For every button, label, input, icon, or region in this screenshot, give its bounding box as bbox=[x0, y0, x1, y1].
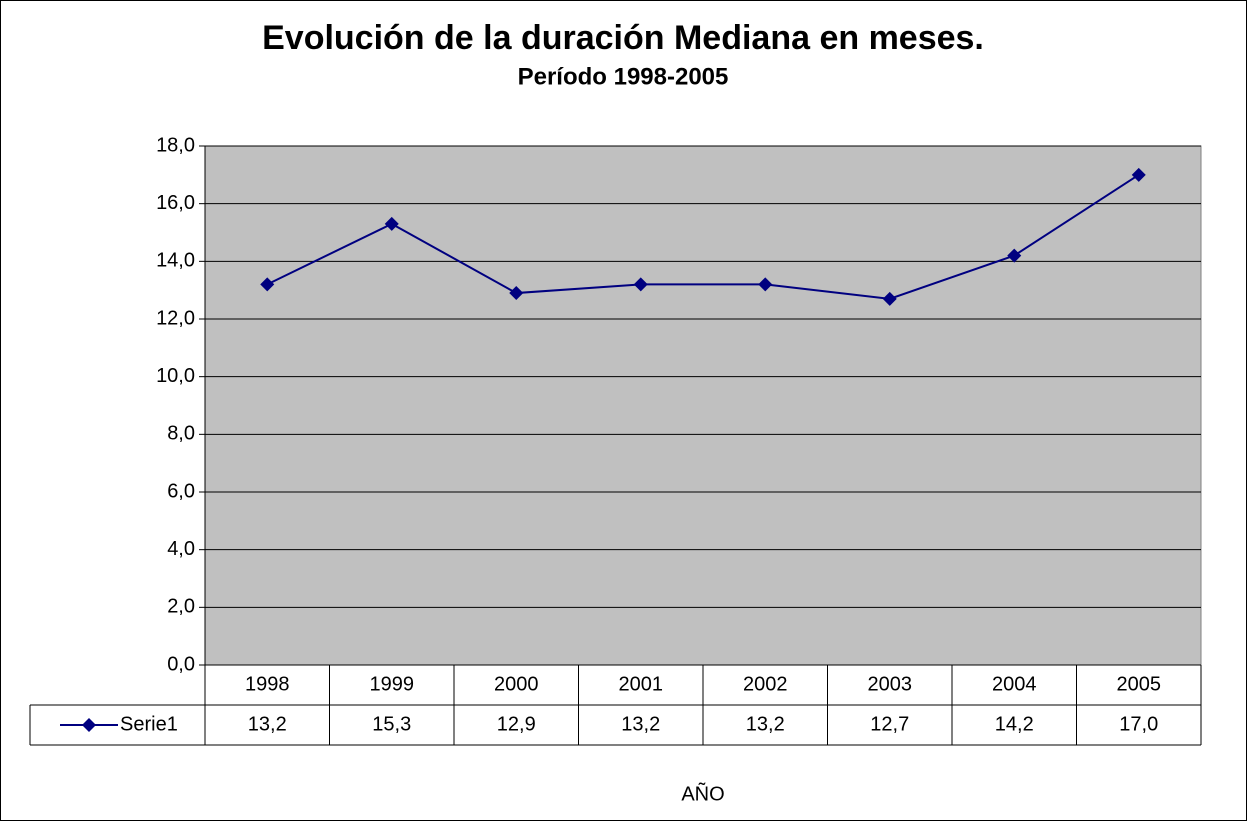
plot-area bbox=[204, 145, 1202, 666]
value-label: 14,2 bbox=[995, 713, 1034, 735]
x-tick-label: 2000 bbox=[494, 673, 539, 695]
x-tick-label: 1999 bbox=[370, 673, 415, 695]
y-tick-label: 0,0 bbox=[167, 653, 195, 675]
value-label: 13,2 bbox=[248, 713, 287, 735]
marker bbox=[509, 286, 524, 301]
line bbox=[266, 173, 1140, 300]
x-tick-label: 2005 bbox=[1117, 673, 1162, 695]
value-label: 12,7 bbox=[870, 713, 909, 735]
y-tick-label: 12,0 bbox=[156, 307, 195, 329]
y-tick-label: 6,0 bbox=[167, 480, 195, 502]
marker bbox=[260, 277, 275, 292]
y-tick-label: 2,0 bbox=[167, 596, 195, 618]
marker bbox=[1007, 248, 1022, 263]
y-tick-label: 4,0 bbox=[167, 538, 195, 560]
marker bbox=[384, 216, 399, 231]
value-label: 17,0 bbox=[1119, 713, 1158, 735]
chart-subtitle: Período 1998-2005 bbox=[518, 63, 729, 90]
marker bbox=[758, 277, 773, 292]
value-label: 12,9 bbox=[497, 713, 536, 735]
x-tick-label: 1998 bbox=[245, 673, 290, 695]
legend-marker bbox=[82, 718, 96, 732]
x-axis-label: AÑO bbox=[681, 781, 724, 805]
x-tick-label: 2002 bbox=[743, 673, 788, 695]
marker bbox=[1131, 167, 1146, 182]
marker bbox=[633, 277, 648, 292]
y-tick-label: 10,0 bbox=[156, 365, 195, 387]
legend-label: Serie1 bbox=[120, 713, 178, 735]
value-label: 13,2 bbox=[621, 713, 660, 735]
value-label: 13,2 bbox=[746, 713, 785, 735]
y-tick-label: 16,0 bbox=[156, 192, 195, 214]
x-tick-label: 2001 bbox=[619, 673, 664, 695]
y-tick-label: 8,0 bbox=[167, 423, 195, 445]
chart-title: Evolución de la duración Mediana en mese… bbox=[262, 19, 984, 57]
x-tick-label: 2004 bbox=[992, 673, 1037, 695]
x-tick-label: 2003 bbox=[868, 673, 913, 695]
y-tick-label: 14,0 bbox=[156, 250, 195, 272]
marker bbox=[882, 291, 897, 306]
value-label: 15,3 bbox=[372, 713, 411, 735]
y-tick-label: 18,0 bbox=[156, 134, 195, 156]
